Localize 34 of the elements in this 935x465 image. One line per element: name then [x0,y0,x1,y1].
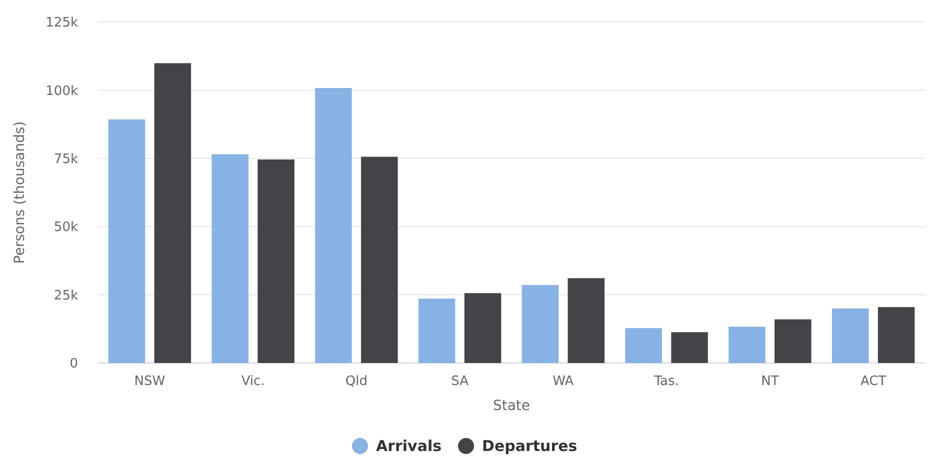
bar [258,159,294,363]
bar [832,308,869,363]
y-tick-label: 0 [70,356,78,372]
bar [522,284,559,363]
bar [671,332,708,363]
legend-label: Departures [482,437,578,455]
bar [361,156,398,363]
bar [464,293,502,363]
bar [315,88,352,363]
bar [212,154,248,363]
x-tick-label: Tas. [653,374,679,389]
y-tick-label: 125k [46,16,78,31]
bar [154,63,192,363]
bar [878,307,915,363]
bar [625,328,662,363]
x-tick-label: WA [552,374,574,389]
x-tick-label: Vic. [241,374,265,389]
x-tick-label: NSW [134,374,166,389]
x-tick-label: NT [761,374,779,389]
y-tick-label: 100k [46,84,78,99]
x-tick-label: Qld [345,374,368,389]
x-axis-title: State [492,398,530,414]
legend-label: Arrivals [376,437,442,455]
y-tick-label: 75k [54,152,78,167]
bar [418,298,456,363]
x-tick-label: ACT [860,374,886,389]
y-tick-label: 25k [54,288,78,304]
y-tick-label: 50k [54,220,78,236]
bar [108,119,146,363]
bar [728,326,766,363]
x-tick-label: SA [451,374,469,389]
y-axis-title: Persons (thousands) [12,121,28,264]
bar [774,319,812,363]
bar [568,278,605,363]
